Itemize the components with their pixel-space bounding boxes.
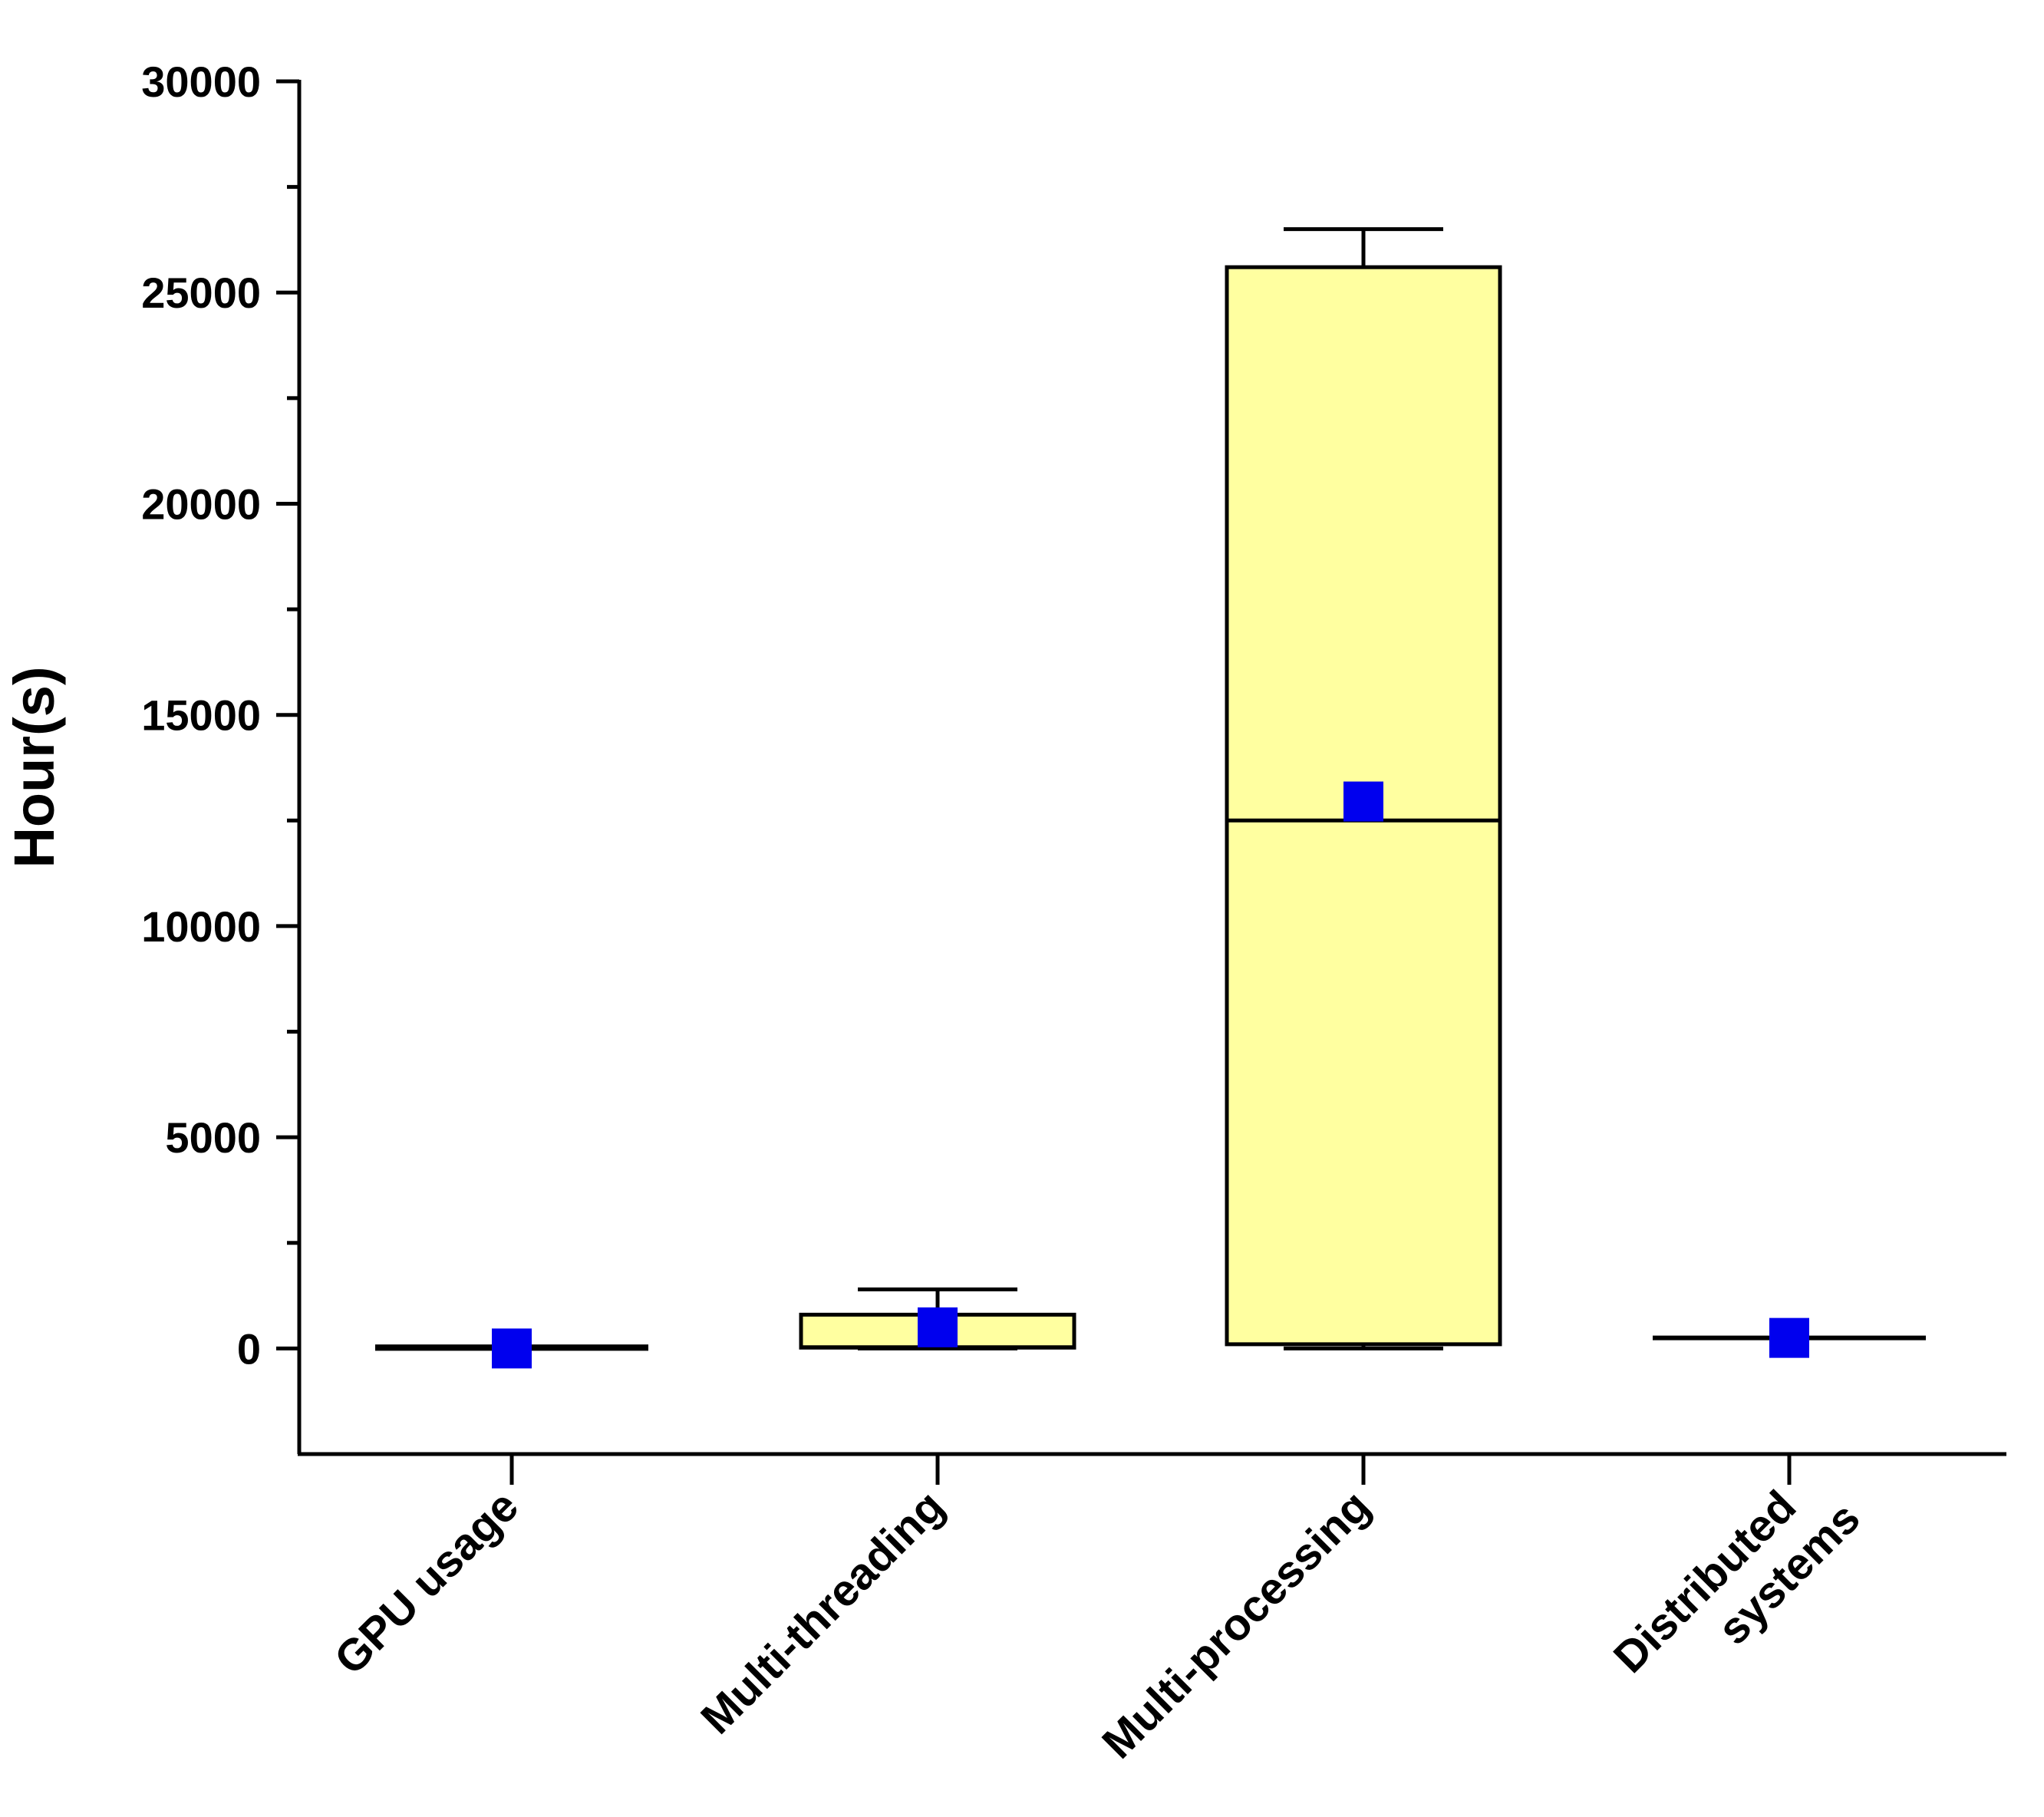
- y-tick-label: 30000: [141, 58, 261, 106]
- x-tick-label-line: GPU usage: [325, 1481, 528, 1684]
- box-group: [375, 1328, 648, 1369]
- box-group: [1225, 227, 1502, 1350]
- y-tick-label: 0: [237, 1324, 261, 1373]
- box-group: [799, 1287, 1076, 1350]
- x-tick-label: Multi-processing: [1093, 1481, 1380, 1768]
- mean-marker: [1343, 781, 1383, 822]
- plot-area: [375, 227, 1926, 1369]
- y-axis-title: Hour(s): [2, 666, 66, 868]
- y-tick-label: 10000: [141, 902, 261, 951]
- mean-marker: [492, 1328, 532, 1369]
- x-tick-label: Distributedsystems: [1604, 1455, 1870, 1720]
- x-tick-label-line: Multi-threading: [691, 1481, 954, 1743]
- y-tick-label: 5000: [165, 1113, 261, 1162]
- x-tick-label: Multi-threading: [691, 1481, 954, 1743]
- y-tick-label: 20000: [141, 480, 261, 528]
- mean-marker: [1769, 1317, 1809, 1358]
- mean-marker: [918, 1307, 958, 1347]
- y-tick-label: 25000: [141, 269, 261, 317]
- axes: Hour(s) 0 5000 10000 15000 20000 25000 30000 GP…: [2, 58, 2006, 1768]
- x-tick-label: GPU usage: [325, 1481, 528, 1684]
- x-tick-label-line: Multi-processing: [1093, 1481, 1380, 1768]
- box-group: [1653, 1317, 1926, 1358]
- y-tick-label: 15000: [141, 691, 261, 740]
